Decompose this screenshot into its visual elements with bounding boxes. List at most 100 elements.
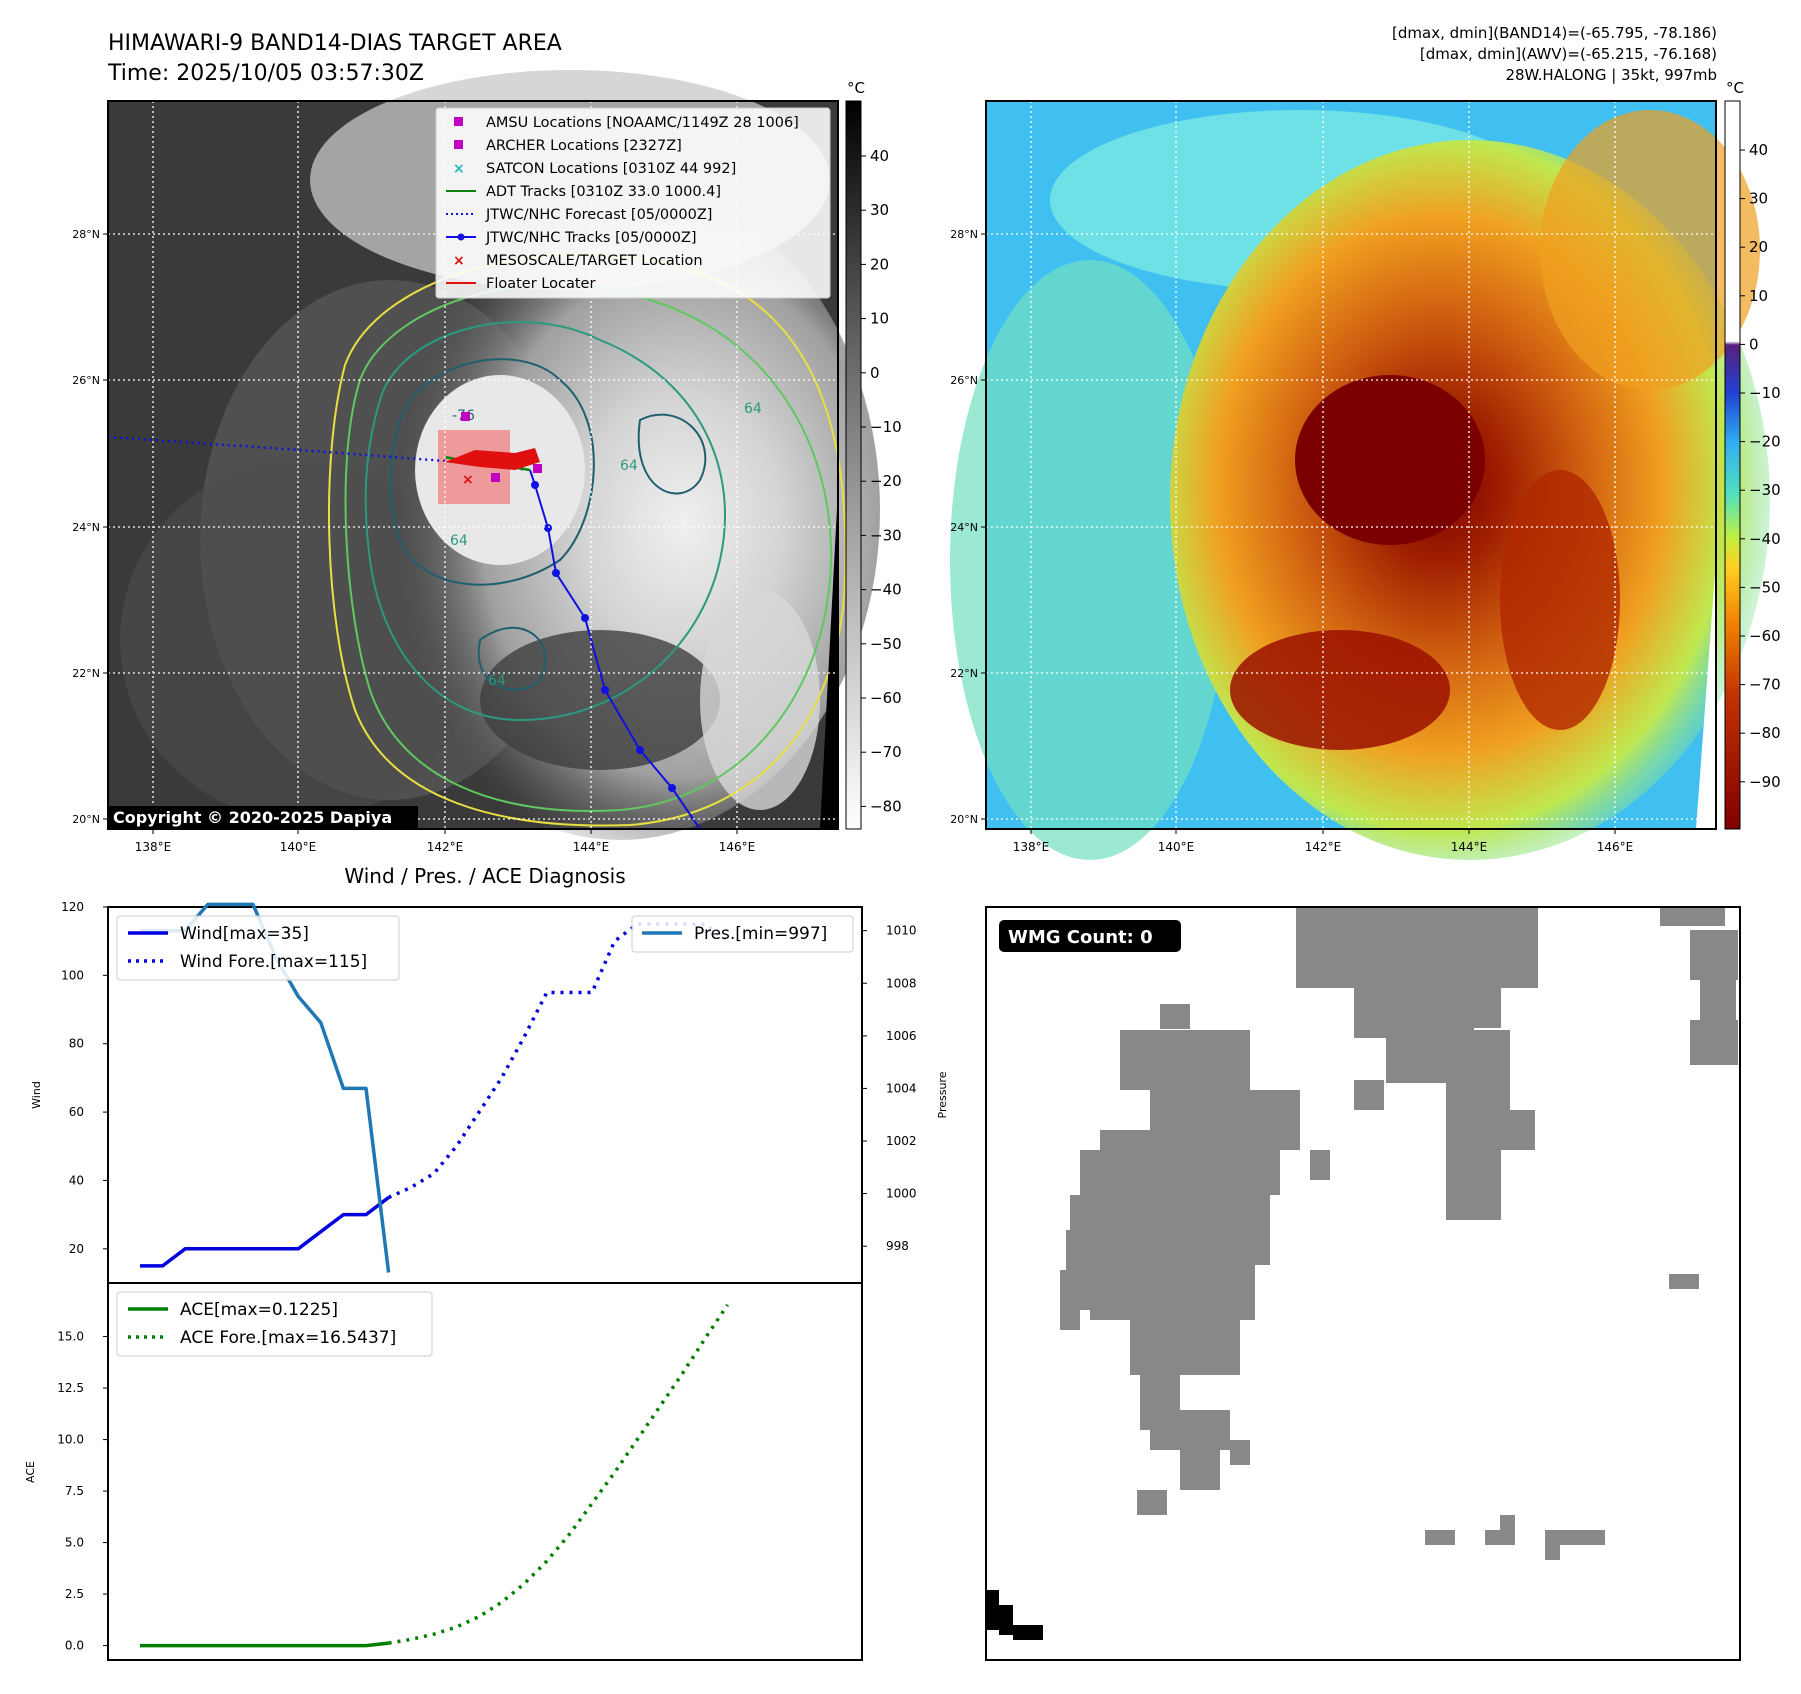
colorbar-left-tick-label: −80: [870, 797, 902, 815]
floater-locater: [445, 448, 540, 470]
wmg-nodata-cell: [987, 1590, 999, 1630]
pressure-y-tick-label: 1006: [886, 1029, 917, 1043]
wmg-cell: [1500, 1110, 1530, 1140]
colorbar-left-tick-label: 40: [870, 147, 889, 165]
wmg-cell: [1230, 1440, 1250, 1465]
legend-ace-label: ACE[max=0.1225]: [180, 1300, 338, 1320]
awv-frame: [985, 100, 1717, 830]
wmg-cell: [1425, 1530, 1455, 1545]
map-frame: [107, 100, 839, 830]
legend-map-label: JTWC/NHC Tracks [05/0000Z]: [485, 230, 697, 246]
wmg-cell: [1125, 1060, 1155, 1090]
wmg-cell: [1060, 1310, 1080, 1330]
target-x-marker: ×: [462, 472, 474, 488]
info-storm: 28W.HALONG | 35kt, 997mb: [1505, 66, 1717, 84]
map-edge-nodata: [820, 490, 838, 829]
wmg-cell: [1090, 1265, 1255, 1320]
colorbar-left-tick-label: 0: [870, 364, 880, 382]
amsu-marker: [461, 412, 470, 421]
wmg-cell: [1446, 1150, 1501, 1220]
left-map-lat-label: 20°N: [72, 813, 100, 826]
pressure-y-tick-label: 998: [886, 1239, 909, 1253]
colorbar-right-tick-label: −50: [1749, 578, 1781, 596]
map-legend: AMSU Locations [NOAAMC/1149Z 28 1006] ARC…: [435, 107, 831, 299]
right-map-lat-label: 26°N: [950, 374, 978, 387]
left-map-lon-label: 146°E: [719, 840, 756, 854]
wind-legend-box: [116, 915, 400, 981]
colorbar-left-tick-label: 30: [870, 201, 889, 219]
awv-moist-west: [950, 260, 1230, 860]
colorbar-left-tick-label: −10: [870, 418, 902, 436]
wmg-cell: [1545, 1545, 1560, 1560]
colorbar-right-tick-label: 0: [1749, 335, 1759, 353]
band14-colorbar: [845, 100, 862, 830]
wmg-cell: [1296, 908, 1538, 988]
awv-map: [950, 100, 1770, 860]
colorbar-right-tick-label: 10: [1749, 287, 1768, 305]
awv-ne-band: [1540, 110, 1760, 390]
legend-map-label: SATCON Locations [0310Z 44 992]: [486, 161, 736, 177]
left-map-lat-label: 22°N: [72, 667, 100, 680]
jtwc-forecast-track: [107, 435, 531, 472]
cloud-east-band: [700, 590, 820, 810]
wind-y-tick-label: 80: [69, 1037, 84, 1051]
legend-map-label: Floater Locater: [486, 276, 595, 292]
contour-east: [637, 413, 707, 495]
colorbar-left-tick-label: −30: [870, 526, 902, 544]
legend-map-label: ARCHER Locations [2327Z]: [486, 138, 682, 154]
wmg-cells: [987, 908, 1738, 1640]
left-map-axes: 138°E 140°E 142°E 144°E 146°E 28°N 26°N 24°N 22°…: [72, 228, 755, 854]
diagnosis-title: Wind / Pres. / ACE Diagnosis: [344, 864, 625, 888]
wmg-cell: [1500, 1515, 1515, 1530]
pressure-y-tick-label: 1004: [886, 1081, 917, 1095]
wmg-cell: [1690, 930, 1738, 980]
jtwc-track-dot: [668, 784, 676, 792]
legend-swatch-square: [454, 140, 463, 149]
colorbar-right-tick-label: −90: [1749, 773, 1781, 791]
wmg-cell: [1669, 1274, 1699, 1289]
copyright-text: Copyright © 2020-2025 Dapiya: [113, 808, 392, 827]
awv-gridlines: [986, 101, 1716, 829]
colorbar-left-tick-label: −70: [870, 743, 902, 761]
ace-y-tick-label: 15.0: [57, 1330, 84, 1344]
pressure-y-tick-label: 1008: [886, 976, 917, 990]
pressure-y-tick-label: 1000: [886, 1187, 917, 1201]
colorbar-right-tick-label: −10: [1749, 384, 1781, 402]
colorbar-right-tick-label: 30: [1749, 190, 1768, 208]
left-map-lon-label: 138°E: [135, 840, 172, 854]
wind-y-tick-label: 40: [69, 1173, 84, 1187]
pressure-y-ticks: 1010 1008 1006 1004 1002 1000 998: [862, 924, 917, 1253]
colorbar-right-tick-label: −60: [1749, 627, 1781, 645]
legend-box: [435, 107, 831, 299]
wmg-cell: [1485, 1530, 1515, 1545]
ace-y-ticks: 15.0 12.5 10.0 7.5 5.0 2.5 0.0: [57, 1330, 108, 1653]
legend-map-label: MESOSCALE/TARGET Location: [486, 253, 703, 269]
right-map-lon-label: 144°E: [1451, 840, 1488, 854]
jtwc-track-dot: [544, 524, 552, 532]
wmg-cell: [1160, 1004, 1190, 1029]
legend-wind-label: Wind[max=35]: [180, 924, 309, 944]
ace-chart: ACE 15.0 12.5 10.0 7.5 5.0 2.5 0.0 ACE[max=0.1…: [24, 1282, 863, 1661]
left-map-lon-label: 144°E: [573, 840, 610, 854]
wmg-cell: [1690, 1020, 1738, 1065]
jtwc-track-dot: [531, 481, 539, 489]
pressure-y-tick-label: 1010: [886, 924, 917, 938]
figure-time: Time: 2025/10/05 03:57:30Z: [107, 61, 424, 86]
jtwc-track-dot: [601, 686, 609, 694]
ace-y-tick-label: 0.0: [65, 1639, 84, 1653]
ace-y-tick-label: 5.0: [65, 1536, 84, 1550]
wmg-cell: [1700, 980, 1736, 1020]
legend-map-label: ADT Tracks [0310Z 33.0 1000.4]: [486, 184, 721, 200]
info-band14: [dmax, dmin](BAND14)=(-65.795, -78.186): [1392, 24, 1717, 42]
ace-y-tick-label: 10.0: [57, 1433, 84, 1447]
legend-swatch-dot: [457, 233, 465, 241]
wind-y-tick-label: 60: [69, 1105, 84, 1119]
legend-swatch-square: [454, 117, 463, 126]
colorbar-left-ticks: 40 30 20 10 0 −10 −20 −30 −40 −50 −60 −70 −80: [861, 147, 902, 815]
awv-core: [1295, 375, 1485, 545]
wmg-nodata-cell: [1013, 1625, 1043, 1640]
cloud-south-gap: [480, 630, 720, 770]
legend-pres-label: Pres.[min=997]: [694, 924, 827, 944]
wind-y-tick-label: 120: [61, 900, 84, 914]
